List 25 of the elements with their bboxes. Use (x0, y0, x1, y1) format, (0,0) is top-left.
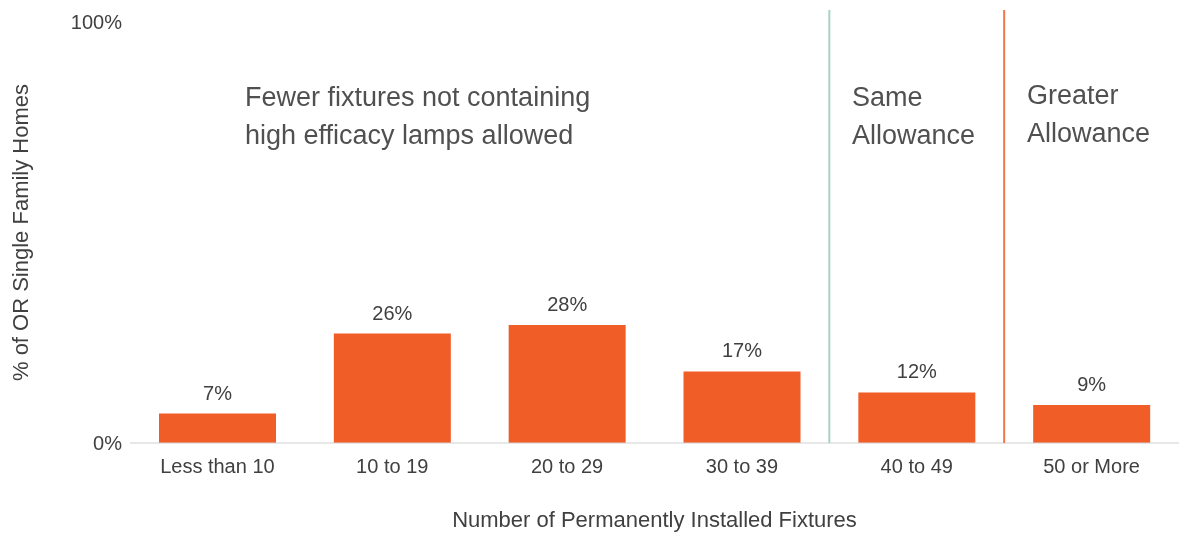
data-label: 12% (896, 360, 938, 383)
y-axis-title: % of OR Single Family Homes (7, 83, 33, 382)
annotation: Fewer fixtures not containing high efficacy lamps allowed (245, 81, 592, 152)
annotation: Same Allowance (852, 81, 977, 152)
x-tick-label: 40 to 49 (880, 455, 953, 478)
data-label: 28% (547, 293, 588, 316)
x-tick-label: Less than 10 (160, 455, 275, 478)
bar (159, 413, 276, 443)
bar (858, 392, 976, 443)
data-label: 9% (1077, 373, 1107, 396)
bar (1033, 405, 1151, 443)
bar (333, 333, 451, 443)
data-label: 26% (372, 301, 413, 324)
data-label: 7% (203, 381, 233, 404)
bar (683, 371, 801, 443)
data-label: 17% (721, 339, 763, 362)
x-tick-label: 50 or More (1043, 455, 1140, 478)
x-axis-title: Number of Permanently Installed Fixtures (452, 507, 857, 532)
x-tick-label: 10 to 19 (356, 455, 429, 478)
y-tick-label: 0% (93, 432, 123, 455)
annotation: Greater Allowance (1027, 79, 1152, 150)
y-tick-label: 100% (70, 11, 123, 34)
x-tick-label: 20 to 29 (530, 455, 604, 478)
bar (508, 325, 626, 443)
x-tick-label: 30 to 39 (705, 455, 779, 478)
